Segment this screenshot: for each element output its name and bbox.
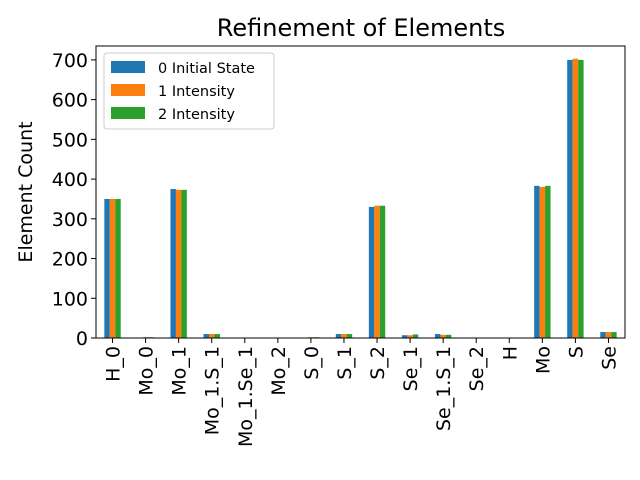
bar-Se_1.S_1-series-1 [440,334,446,338]
bar-H_0-series-2 [115,198,121,338]
x-tick-label: Mo_2 [268,346,290,396]
bar-Se_1.S_1-series-2 [445,334,452,338]
bar-Mo-series-1 [539,187,546,338]
bar-Mo_1.S_1-series-0 [203,334,209,338]
legend-swatch [111,61,145,73]
bar-Se_1.S_1-series-0 [434,334,441,338]
bar-S_1-series-1 [341,334,347,338]
y-tick-label: 100 [52,288,88,310]
legend-label: 1 Intensity [158,84,235,100]
bar-Mo_1-series-2 [181,189,187,338]
x-tick-label: Mo [532,346,554,374]
legend-label: 2 Intensity [158,107,235,123]
chart-title: Refinement of Elements [217,14,505,42]
bar-S_2-series-2 [379,205,386,338]
y-tick-label: 300 [52,209,88,231]
bar-S_1-series-2 [346,334,353,338]
bar-S-series-0 [567,59,573,339]
y-tick-label: 200 [52,249,88,271]
bar-Mo-series-2 [545,185,551,338]
x-tick-label: Se [598,346,620,370]
bar-Se_1-series-0 [401,335,408,338]
x-tick-label: Mo_1 [169,346,191,396]
y-tick-label: 500 [52,129,88,151]
x-tick-label: Se_1.S_1 [433,346,455,431]
bar-Se_1-series-1 [407,335,413,338]
x-tick-label: Se_1 [400,346,422,391]
plot-area: 0 100 200 300 400 500 600 700 H_0 Mo_0 Mo_1 Mo_1.S_… [52,45,626,447]
bar-Mo-series-0 [534,185,540,338]
legend-swatch [111,107,145,119]
x-tick-label: S [565,346,587,358]
x-tick-label: H [499,346,521,360]
x-tick-label: H_0 [103,346,125,382]
bar-Se_1-series-2 [412,334,419,338]
x-tick-label: S_2 [367,346,389,380]
bar-Mo_1.S_1-series-1 [208,334,215,338]
bar-Se-series-0 [600,332,606,338]
bar-S-series-2 [578,59,584,339]
legend: 0 Initial State 1 Intensity 2 Intensity [103,52,275,130]
bar-Mo_1.S_1-series-2 [214,334,220,338]
bar-Mo_1-series-1 [175,189,182,338]
axes-frame [95,45,626,339]
y-axis-label: Element Count [15,121,37,262]
x-tick-label: Mo_1.Se_1 [235,346,257,447]
bar-Se-series-2 [611,332,617,338]
legend-swatch [111,84,145,96]
bar-H_0-series-0 [104,198,110,338]
bar-H_0-series-1 [109,198,116,338]
x-tick-label: Se_2 [466,346,488,391]
bar-S_2-series-1 [374,205,380,338]
x-tick-label: S_0 [301,346,323,380]
x-tick-label: Mo_0 [136,346,158,396]
bar-Mo_1-series-0 [170,189,176,338]
legend-box [103,52,275,130]
y-tick-label: 600 [52,90,88,112]
bar-Se-series-1 [605,332,612,338]
x-tick-label: Mo_1.S_1 [202,346,224,435]
y-tick-label: 700 [52,50,88,72]
x-tick-label: S_1 [334,346,356,380]
y-tick-label: 0 [76,328,88,350]
legend-label: 0 Initial State [158,61,255,77]
y-tick-label: 400 [52,169,88,191]
bar-S_2-series-0 [368,206,375,338]
bar-S-series-1 [572,58,579,339]
bar-S_1-series-0 [335,334,342,338]
